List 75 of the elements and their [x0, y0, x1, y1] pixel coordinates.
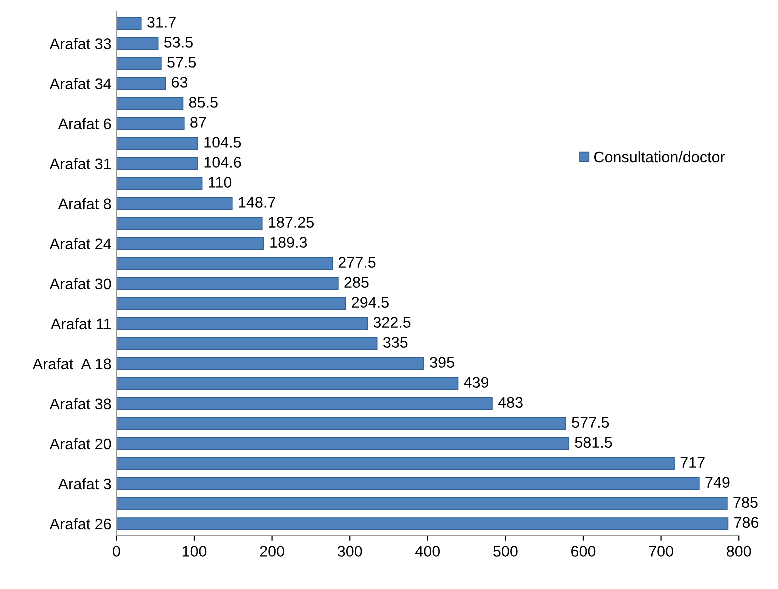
- data-label: 335: [383, 337, 408, 348]
- data-label: 717: [680, 457, 705, 468]
- y-tick-label: Arafat 26: [50, 518, 112, 530]
- bar: [116, 37, 159, 50]
- bar: [116, 257, 334, 270]
- data-label: 87: [190, 117, 206, 128]
- bar: [116, 97, 184, 110]
- x-tick-label: 0: [113, 546, 120, 557]
- y-tick-label: Arafat 3: [58, 478, 112, 490]
- data-label: 85.5: [189, 97, 218, 108]
- x-tick-label: 300: [338, 546, 362, 557]
- data-label: 187.25: [269, 217, 314, 228]
- bar: [116, 478, 700, 490]
- y-tick-label: Arafat 31: [50, 158, 112, 170]
- data-label: 285: [344, 277, 369, 288]
- y-tick-label: Arafat 33: [50, 38, 112, 50]
- data-label: 31.7: [148, 17, 176, 28]
- data-label: 63: [172, 77, 188, 88]
- y-tick-label: Arafat 34: [50, 78, 112, 90]
- y-tick-label: Arafat 30: [50, 278, 112, 290]
- data-label: 57.5: [168, 57, 196, 68]
- bar: [116, 277, 339, 290]
- y-tick-label: Arafat 6: [58, 118, 112, 130]
- x-tick-label: 500: [494, 546, 518, 557]
- y-tick-label: Arafat 8: [58, 198, 112, 210]
- data-label: 104.6: [204, 157, 242, 168]
- bar: [116, 57, 162, 70]
- bar: [116, 317, 368, 330]
- x-tick-label: 700: [649, 546, 674, 557]
- bar: [116, 498, 728, 510]
- bar: [116, 117, 185, 130]
- bar: [116, 438, 570, 450]
- bar: [116, 297, 346, 310]
- bar: [116, 518, 729, 530]
- data-label: 395: [430, 357, 454, 368]
- y-tick-label: Arafat 11: [51, 318, 112, 330]
- y-tick-label: Arafat 38: [50, 398, 112, 410]
- y-tick-label: Arafat 20: [50, 438, 112, 450]
- data-label: 483: [498, 397, 523, 408]
- data-label: 439: [464, 377, 489, 388]
- data-label: 577.5: [572, 417, 610, 428]
- bar: [116, 378, 459, 390]
- bar: [116, 458, 675, 470]
- x-tick-label: 400: [416, 546, 440, 557]
- data-label: 581.5: [575, 437, 612, 448]
- x-tick-label: 200: [260, 546, 284, 557]
- data-label: 189.3: [270, 237, 308, 248]
- x-tick-label: 800: [727, 546, 752, 557]
- bar: [116, 177, 203, 190]
- data-label: 104.5: [204, 137, 242, 148]
- bar: [116, 418, 566, 430]
- bar: [116, 217, 263, 230]
- data-label: 148.7: [239, 197, 276, 208]
- bar: [116, 398, 493, 410]
- data-label: 322.5: [374, 317, 411, 328]
- data-label: 294.5: [352, 297, 389, 308]
- bar: [116, 237, 264, 250]
- bar: [116, 77, 166, 90]
- bar: [116, 137, 198, 150]
- data-label: 786: [734, 517, 759, 528]
- bar: [116, 358, 424, 370]
- x-tick-label: 600: [572, 546, 596, 557]
- bar: [116, 157, 198, 170]
- bar: [116, 337, 378, 350]
- data-label: 785: [734, 497, 758, 508]
- legend-label: Consultation/doctor: [594, 151, 726, 163]
- data-label: 110: [209, 177, 232, 188]
- y-tick-label: Arafat 24: [50, 238, 112, 250]
- data-label: 749: [706, 477, 730, 488]
- x-tick-label: 100: [182, 546, 207, 557]
- bar: [116, 17, 142, 30]
- data-label: 277.5: [338, 257, 376, 268]
- y-tick-label: Arafat A 18: [32, 358, 112, 370]
- data-label: 53.5: [164, 37, 193, 48]
- bar: [116, 197, 233, 210]
